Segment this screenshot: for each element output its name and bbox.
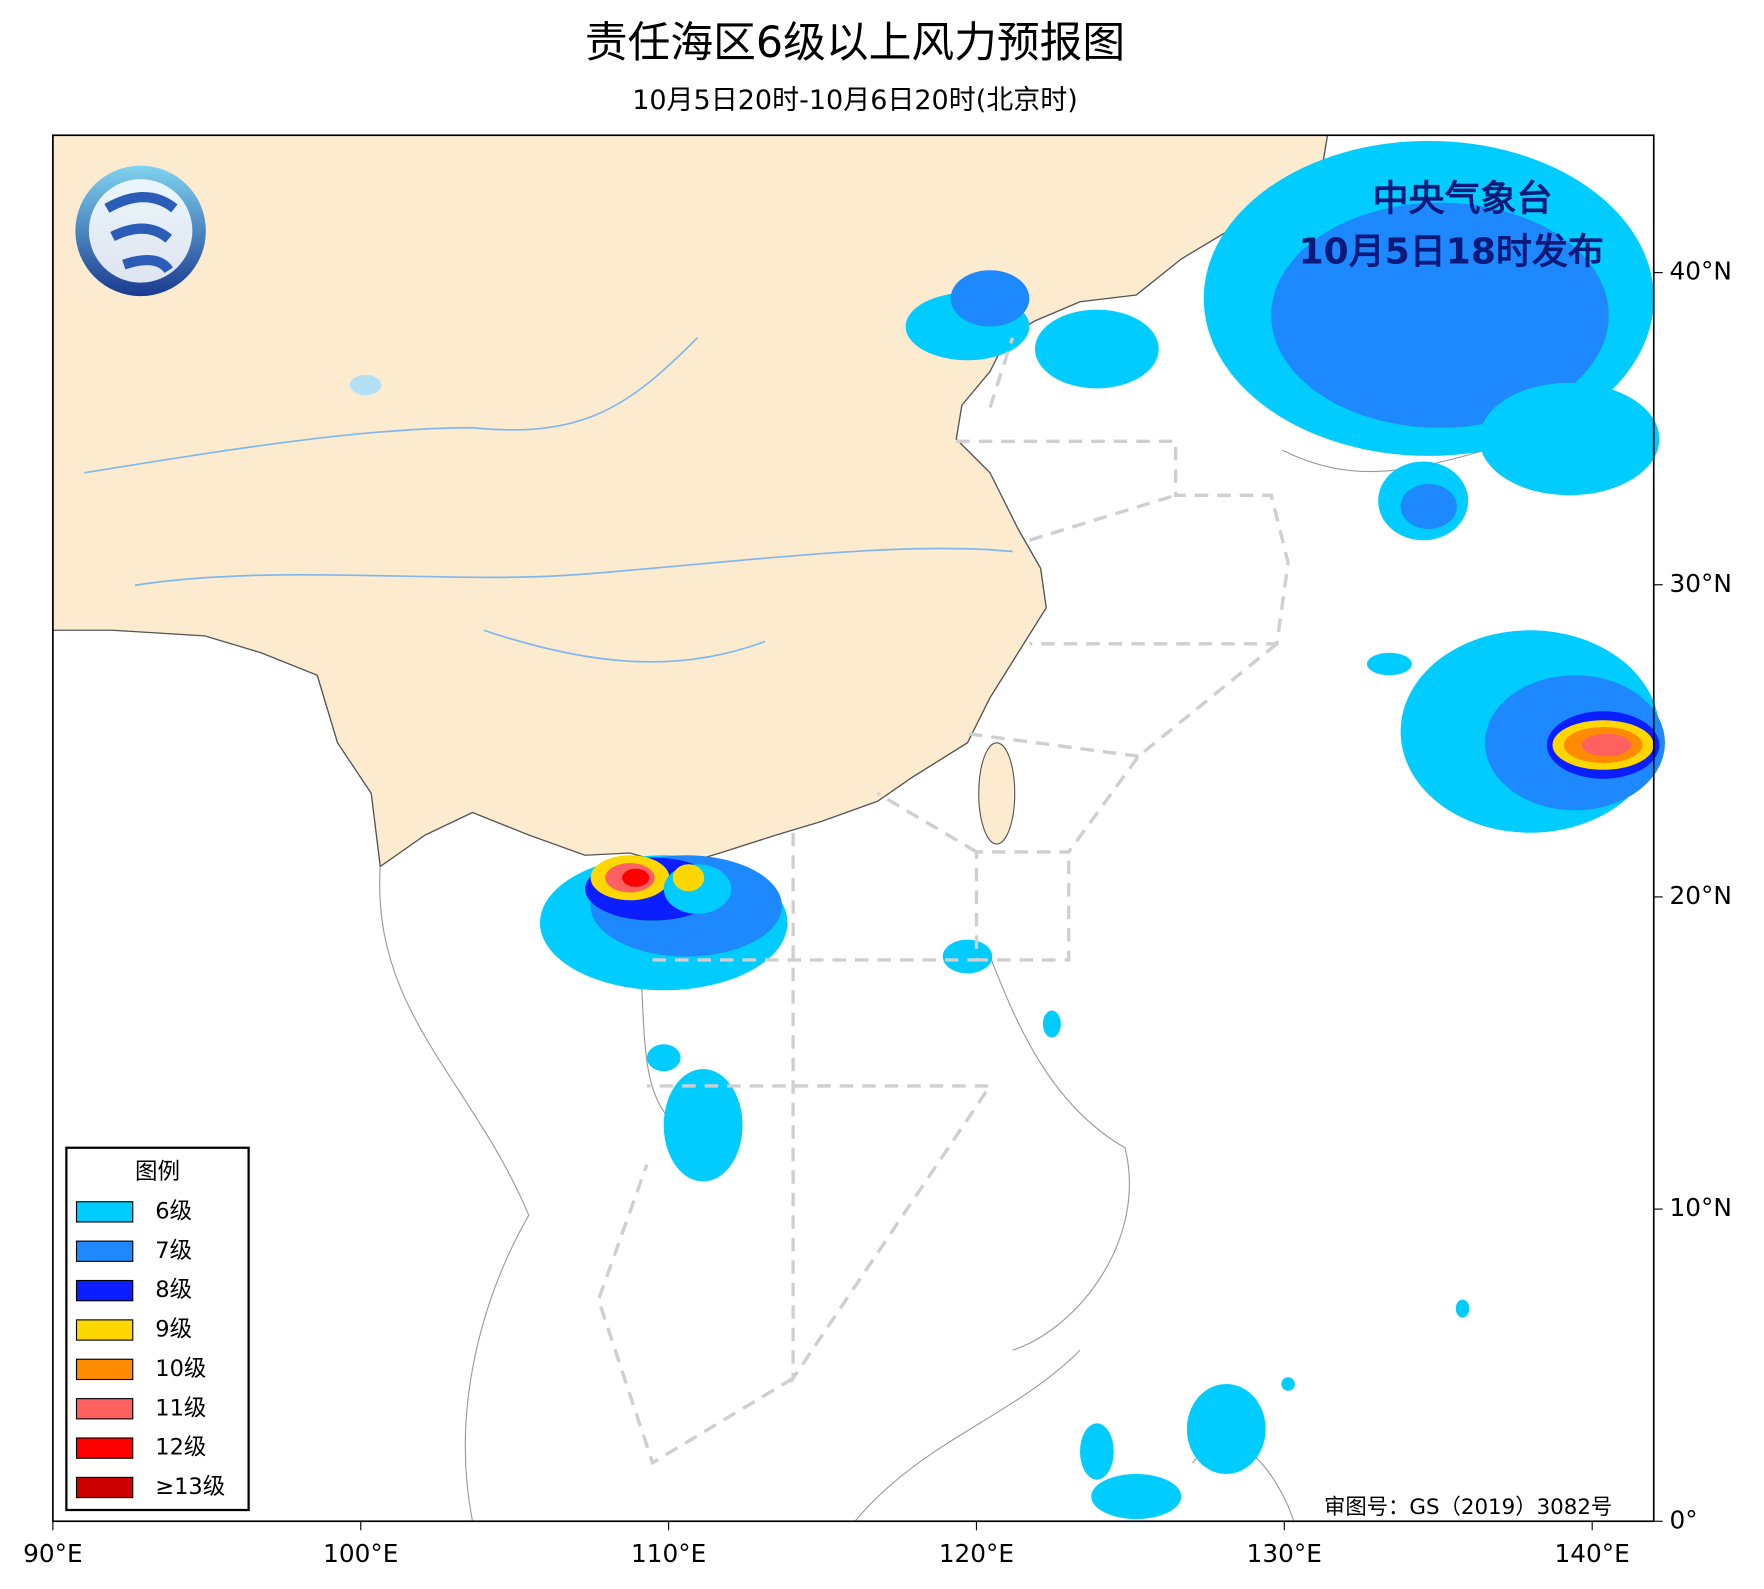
legend-label: ≥13级 [155, 1474, 225, 1500]
wind-area [1271, 202, 1609, 428]
legend-label: 7级 [155, 1238, 192, 1264]
boundary-lines [596, 337, 1290, 1466]
wind-area [1400, 484, 1457, 529]
legend-swatch [75, 1201, 134, 1223]
legend-label: 6级 [155, 1198, 192, 1224]
wind-area [646, 1044, 681, 1072]
y-tick-label: 40°N [1670, 257, 1732, 286]
issuer-name: 中央气象台 [1372, 179, 1552, 220]
issuer-time: 10月5日18时发布 [1299, 231, 1604, 272]
wind-area [1091, 1474, 1182, 1519]
wind-area [1455, 1299, 1470, 1318]
x-tick-label: 100°E [323, 1539, 398, 1568]
wind-area [1581, 733, 1632, 757]
wind-area [622, 868, 650, 887]
lake [349, 374, 382, 396]
taiwan [978, 742, 1016, 845]
x-tick-label: 140°E [1555, 1539, 1630, 1568]
y-tick-label: 0° [1670, 1505, 1698, 1534]
x-tick-label: 90°E [23, 1539, 83, 1568]
subtitle: 10月5日20时-10月6日20时(北京时) [632, 85, 1078, 116]
title: 责任海区6级以上风力预报图 [585, 18, 1125, 68]
wind-area [942, 939, 993, 974]
wind-area [663, 1069, 743, 1182]
wind-area [1366, 652, 1412, 676]
rivers [84, 337, 1013, 663]
approval: 审图号：GS（2019）3082号 [1324, 1495, 1612, 1520]
legend-swatch [75, 1279, 134, 1302]
logo [75, 165, 206, 297]
legend-title: 图例 [135, 1159, 180, 1185]
legend-label: 11级 [155, 1395, 206, 1421]
wind-area [1479, 382, 1660, 496]
legend-swatch [75, 1240, 134, 1262]
legend-swatch [75, 1476, 134, 1499]
x-tick-label: 130°E [1247, 1539, 1322, 1568]
x-tick-label: 120°E [939, 1539, 1014, 1568]
y-tick-label: 10°N [1670, 1193, 1732, 1222]
legend-swatch [75, 1319, 134, 1341]
legend-label: 9级 [155, 1317, 192, 1343]
coastlines [379, 303, 1655, 1522]
map-area [52, 134, 1665, 1523]
wind-area [1281, 1377, 1295, 1391]
wind-area [1042, 1010, 1061, 1038]
wind-area [950, 270, 1030, 327]
legend-label: 8级 [155, 1277, 192, 1303]
y-tick-label: 30°N [1670, 569, 1732, 598]
wind-area [1080, 1423, 1114, 1480]
wind-area [1186, 1384, 1266, 1474]
y-tick-label: 20°N [1670, 881, 1732, 910]
legend-swatch [75, 1398, 134, 1420]
legend-swatch [75, 1358, 134, 1381]
legend-swatch [75, 1437, 134, 1459]
x-tick-label: 110°E [631, 1539, 706, 1568]
map-frame [52, 134, 1655, 1523]
legend: 图例 6级 7级 8级 9级 10级 11级 12级 ≥13级 [65, 1146, 250, 1512]
wind-area [672, 864, 705, 892]
legend-label: 10级 [155, 1356, 206, 1382]
wind-area [1035, 309, 1159, 389]
legend-label: 12级 [155, 1435, 206, 1461]
